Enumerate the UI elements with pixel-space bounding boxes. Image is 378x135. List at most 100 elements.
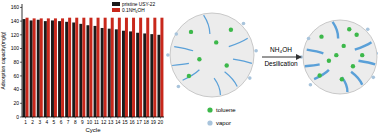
toluene-dot <box>225 63 229 67</box>
toluene-dot <box>317 73 321 77</box>
toluene-dot <box>229 28 233 32</box>
bar <box>115 29 118 117</box>
x-tick <box>110 117 111 119</box>
toluene-dot <box>351 64 355 68</box>
x-tick <box>146 117 147 119</box>
bar <box>44 21 47 117</box>
x-tick <box>117 117 118 119</box>
x-tick <box>68 117 69 119</box>
bar <box>72 22 75 117</box>
bar <box>122 31 125 117</box>
x-tick-label: 5 <box>53 120 56 125</box>
pore <box>333 22 339 39</box>
y-tick-label: 0 <box>16 114 19 120</box>
x-tick <box>160 117 161 119</box>
vapor-dot <box>372 76 376 80</box>
y-tick <box>20 75 22 76</box>
bar <box>111 18 114 117</box>
toluene-dot <box>347 27 351 31</box>
zeolite-particle <box>299 20 378 94</box>
diagram-legend-dot <box>207 120 212 125</box>
pore <box>305 64 320 66</box>
bar <box>136 33 139 117</box>
x-tick-label: 12 <box>101 120 107 125</box>
arrow-label: Desilication <box>264 60 298 67</box>
pore <box>229 38 248 46</box>
vapor-dot <box>377 52 378 56</box>
bar <box>47 18 50 117</box>
bar <box>104 18 107 117</box>
x-tick <box>153 117 154 119</box>
bar <box>58 21 61 117</box>
y-tick <box>20 21 22 22</box>
y-tick <box>20 117 22 118</box>
pore <box>351 72 362 85</box>
toluene-dot <box>342 44 346 48</box>
pore <box>214 78 220 95</box>
x-tick <box>25 117 26 119</box>
x-axis-label: Cycle <box>85 127 101 133</box>
bar <box>139 18 142 117</box>
toluene-dot <box>319 34 323 38</box>
figure: 0204060801001201401601234567891011121314… <box>0 0 378 135</box>
y-tick-label: 20 <box>13 100 19 106</box>
bar <box>33 18 36 117</box>
bar <box>26 18 29 117</box>
y-tick <box>20 103 22 104</box>
legend-label: pristine USY-22 <box>122 2 155 7</box>
toluene-dot <box>354 33 358 37</box>
y-tick-label: 80 <box>13 59 19 65</box>
x-tick-label: 13 <box>108 120 114 125</box>
pore <box>174 47 193 51</box>
x-tick-label: 1 <box>24 120 27 125</box>
bar <box>94 26 97 117</box>
legend-label: 0.1NH₄OH <box>122 8 145 13</box>
diagram-legend-label: toluene <box>216 107 236 113</box>
bar <box>160 18 163 117</box>
bar <box>65 22 68 117</box>
x-tick-label: 10 <box>87 120 93 125</box>
vapor-dot <box>177 85 181 89</box>
zeolite-particle <box>166 13 258 97</box>
x-tick-label: 4 <box>46 120 49 125</box>
x-tick-label: 9 <box>81 120 84 125</box>
bar <box>30 20 33 117</box>
diagram-legend-label: vapor <box>216 120 231 126</box>
toluene-dot <box>334 53 338 57</box>
bar <box>89 18 92 117</box>
x-tick <box>103 117 104 119</box>
arrow-shaft <box>262 57 296 58</box>
toluene-dot <box>360 53 364 57</box>
x-tick-label: 19 <box>151 120 157 125</box>
toluene-dot <box>197 57 201 61</box>
vapor-dot <box>309 83 313 87</box>
x-tick <box>139 117 140 119</box>
bar <box>157 35 160 117</box>
toluene-dot <box>340 77 344 81</box>
bar <box>68 18 71 117</box>
pore <box>355 42 372 49</box>
x-tick <box>39 117 40 119</box>
y-tick-label: 140 <box>11 18 20 24</box>
vapor-dot <box>175 32 179 36</box>
bar <box>118 18 121 117</box>
x-tick-label: 16 <box>129 120 135 125</box>
vapor-dot <box>248 76 252 80</box>
y-tick-label: 100 <box>11 45 20 51</box>
x-axis <box>22 117 164 118</box>
legend-swatch <box>112 8 120 12</box>
x-tick <box>132 117 133 119</box>
x-tick-label: 8 <box>74 120 77 125</box>
x-tick <box>32 117 33 119</box>
toluene-dot <box>214 40 218 44</box>
x-tick-label: 3 <box>38 120 41 125</box>
diagram-legend-dot <box>207 107 212 112</box>
vapor-dot <box>254 49 258 53</box>
bar <box>132 18 135 117</box>
bar <box>101 28 104 117</box>
bar <box>51 20 54 117</box>
vapor-dot <box>242 22 246 26</box>
pore <box>233 59 252 63</box>
bar <box>79 24 82 117</box>
bar <box>153 18 156 117</box>
